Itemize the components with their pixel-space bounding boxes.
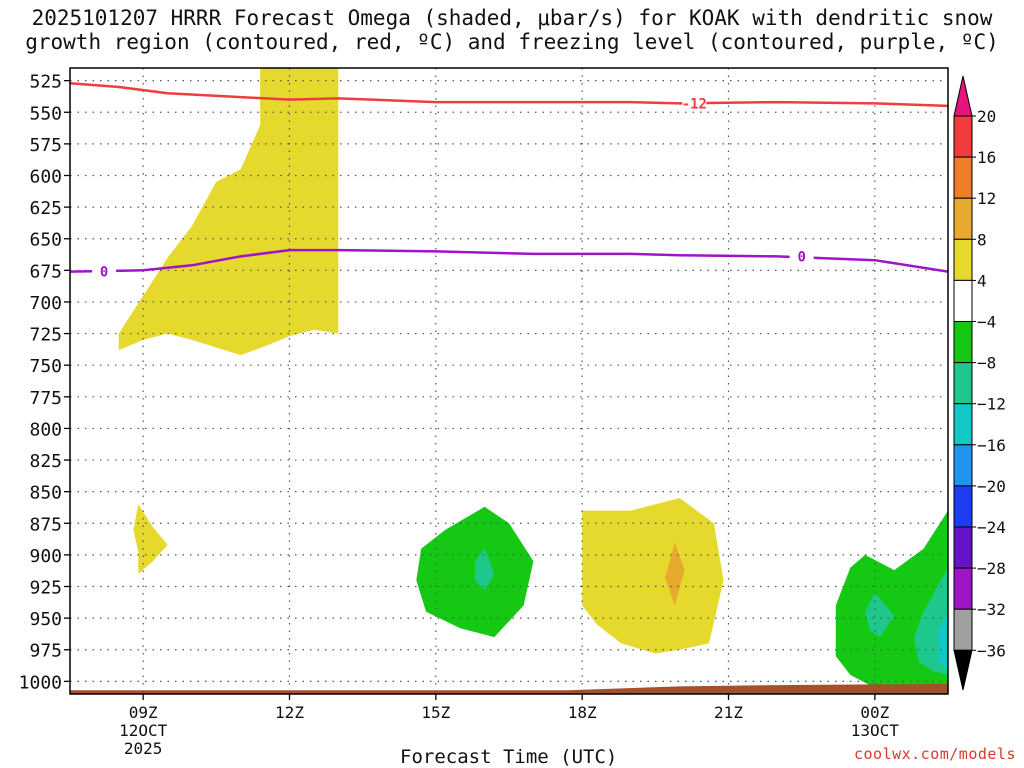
y-tick-label-900: 900 [29,546,62,567]
x-axis-label: Forecast Time (UTC) [400,746,618,768]
colorbar-swatch-12 [953,608,973,651]
y-tick-label-575: 575 [29,135,62,156]
colorbar-label-1: 16 [977,148,996,167]
contour-label-bg-1-1 [789,248,814,263]
colorbar-label-2: 12 [977,189,996,208]
y-tick-label-775: 775 [29,388,62,409]
plot-content: -12 0 0 [70,68,948,694]
colorbar-swatch-4 [953,279,973,322]
colorbar-label-3: 8 [977,230,987,249]
x-tick-label-12Z: 12Z [275,703,304,722]
colorbar-swatch-3 [953,238,973,281]
contour-label-1-0: 0 [100,265,108,281]
terrain [70,683,948,694]
contour-label-bg-1-0 [92,263,117,278]
y-tick-label-700: 700 [29,293,62,314]
y-tick-label-725: 725 [29,325,62,346]
colorbar-swatch-8 [953,444,973,487]
colorbar-label-10: −24 [977,518,1006,537]
omega-region-3 [474,548,495,591]
omega-region-1 [133,504,168,574]
contour-label-1-1: 0 [797,249,805,265]
x-tick-year-09Z: 2025 [124,739,163,758]
y-tick-label-925: 925 [29,578,62,599]
colorbar-label-12: −32 [977,600,1006,619]
watermark: coolwx.com/models [853,745,1016,763]
x-tick-date-09Z: 12OCT [119,721,168,740]
colorbar-label-5: −4 [977,313,996,332]
colorbar-swatch-10 [953,526,973,569]
omega-region-4 [582,498,724,654]
colorbar-swatch-1 [953,156,973,199]
x-tick-label-00Z: 00Z [860,703,889,722]
colorbar-swatch-2 [953,197,973,240]
x-tick-label-18Z: 18Z [568,703,597,722]
y-tick-label-525: 525 [29,72,62,93]
colorbar-top-arrow [953,75,973,117]
colorbar-swatch-9 [953,485,973,528]
colorbar-label-6: −8 [977,354,996,373]
y-tick-label-875: 875 [29,514,62,535]
y-tick-label-625: 625 [29,198,62,219]
omega-region-2 [416,506,534,638]
y-tick-label-825: 825 [29,451,62,472]
colorbar-label-13: −36 [977,641,1006,660]
y-tick-label-950: 950 [29,609,62,630]
colorbar-label-7: −12 [977,395,1006,414]
colorbar-swatch-0 [953,115,973,158]
y-tick-label-800: 800 [29,419,62,440]
contour-label-0-0: -12 [682,96,707,112]
colorbar-label-8: −16 [977,436,1006,455]
colorbar-swatch-6 [953,362,973,405]
y-tick-label-975: 975 [29,641,62,662]
colorbar-swatch-5 [953,321,973,364]
x-tick-label-15Z: 15Z [421,703,450,722]
x-tick-date-00Z: 13OCT [851,721,900,740]
colorbar-swatch-11 [953,567,973,610]
omega-region-7 [865,592,895,638]
omega-region-9 [938,611,948,669]
colorbar-label-4: 4 [977,271,987,290]
y-tick-label-850: 850 [29,483,62,504]
contour-line-0 [70,81,948,108]
x-tick-label-09Z: 09Z [129,703,158,722]
plot-frame [69,67,949,695]
title-line-1: 2025101207 HRRR Forecast Omega (shaded, … [31,6,993,30]
colorbar-label-0: 20 [977,107,996,126]
omega-region-5 [665,542,685,606]
y-tick-label-650: 650 [29,230,62,251]
colorbar-bottom-arrow [953,649,973,691]
y-tick-label-750: 750 [29,356,62,377]
y-tick-label-550: 550 [29,103,62,124]
y-tick-label-1000: 1000 [19,672,62,693]
colorbar-label-9: −20 [977,477,1006,496]
omega-region-0 [118,68,339,356]
contour-label-bg-0-0 [682,95,707,110]
x-tick-label-21Z: 21Z [714,703,743,722]
y-tick-label-600: 600 [29,166,62,187]
colorbar-label-11: −28 [977,559,1006,578]
title-line-2: growth region (contoured, red, ºC) and f… [25,30,999,54]
y-tick-label-675: 675 [29,261,62,282]
chart-title: 2025101207 HRRR Forecast Omega (shaded, … [0,6,1024,54]
contour-line-1 [70,248,948,273]
colorbar-swatch-7 [953,403,973,446]
